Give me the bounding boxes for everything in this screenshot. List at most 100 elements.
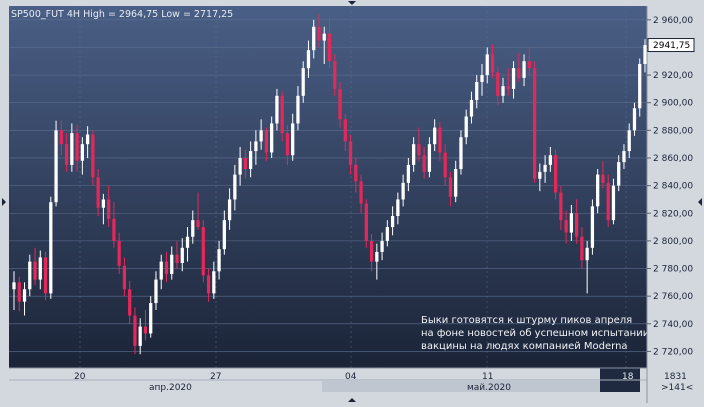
candle-body-up bbox=[38, 257, 42, 280]
candle-body-down bbox=[559, 192, 563, 221]
candle bbox=[96, 169, 100, 217]
candle bbox=[627, 123, 631, 158]
annotation-line-1: Быки готовятся к штурму пиков апреля bbox=[421, 315, 632, 326]
candle bbox=[138, 318, 142, 355]
candle bbox=[233, 164, 237, 211]
candle bbox=[248, 141, 253, 178]
candle bbox=[49, 196, 53, 299]
candle-body-up bbox=[312, 26, 316, 51]
candle-body-up bbox=[617, 162, 621, 186]
candle bbox=[175, 240, 179, 269]
candle bbox=[401, 174, 405, 207]
candle bbox=[275, 88, 279, 131]
candle-body-up bbox=[180, 247, 184, 263]
candle-body-up bbox=[101, 199, 106, 208]
candle-body-down bbox=[343, 119, 347, 142]
candle-body-up bbox=[611, 185, 616, 221]
candle-body-down bbox=[438, 127, 442, 153]
candle-body-down bbox=[133, 315, 137, 346]
candle bbox=[375, 243, 379, 280]
candle-body-up bbox=[259, 130, 263, 142]
candle bbox=[606, 174, 610, 228]
candle bbox=[564, 210, 568, 244]
candle-body-up bbox=[627, 130, 631, 152]
annotation: Быки готовятся к штурму пиков апреля на … bbox=[421, 315, 649, 352]
candle bbox=[122, 257, 127, 297]
month-label-may: май.2020 bbox=[467, 383, 511, 393]
candle-body-up bbox=[412, 144, 416, 165]
candle-body-up bbox=[375, 251, 379, 262]
y-tick-label: 2 840,00 bbox=[653, 182, 693, 192]
candle bbox=[243, 149, 247, 179]
candle bbox=[159, 254, 163, 290]
y-tick-label: 2 740,00 bbox=[653, 320, 693, 330]
chart-title: SP500_FUT 4H High = 2964,75 Low = 2717,2… bbox=[11, 9, 233, 20]
candle bbox=[443, 144, 447, 186]
candle-body-down bbox=[369, 240, 374, 262]
candle bbox=[538, 163, 542, 192]
candle bbox=[385, 220, 389, 247]
candle bbox=[80, 137, 84, 175]
candle-body-down bbox=[75, 133, 79, 161]
candle bbox=[622, 144, 626, 170]
candle bbox=[133, 307, 137, 355]
grid-lines bbox=[9, 6, 647, 368]
candles bbox=[12, 14, 647, 355]
candle-body-down bbox=[91, 134, 95, 178]
candle-body-down bbox=[33, 261, 37, 280]
candle-body-down bbox=[333, 61, 337, 89]
candle bbox=[569, 204, 574, 241]
candle-body-down bbox=[201, 227, 205, 276]
candle-body-up bbox=[385, 227, 389, 241]
candle bbox=[238, 146, 242, 186]
candle bbox=[438, 122, 442, 161]
candle bbox=[75, 124, 79, 172]
candle bbox=[38, 250, 42, 290]
candle-body-up bbox=[80, 144, 84, 161]
candle bbox=[396, 192, 400, 225]
candle-body-down bbox=[417, 144, 421, 156]
candle bbox=[264, 127, 269, 161]
left-arrow-icon[interactable] bbox=[2, 198, 6, 206]
candle-body-down bbox=[59, 130, 63, 145]
candle bbox=[406, 157, 411, 192]
candle-body-up bbox=[222, 220, 226, 250]
candle bbox=[596, 169, 600, 214]
candle-body-down bbox=[317, 26, 321, 41]
bottom-arrow-icon[interactable] bbox=[348, 398, 356, 402]
candle bbox=[85, 126, 90, 158]
candle-body-up bbox=[49, 202, 53, 294]
candle bbox=[511, 61, 516, 99]
candle bbox=[448, 171, 453, 207]
candle bbox=[380, 232, 384, 261]
candle bbox=[475, 75, 479, 109]
candle-body-up bbox=[159, 261, 163, 280]
candle-body-up bbox=[270, 123, 274, 153]
scrollbar-thumb[interactable] bbox=[322, 381, 640, 392]
candle-body-up bbox=[212, 271, 216, 294]
candle-body-down bbox=[122, 265, 127, 290]
candle-body-up bbox=[585, 247, 589, 261]
candle-body-down bbox=[96, 177, 100, 208]
candle bbox=[306, 40, 311, 78]
candle-body-up bbox=[459, 137, 463, 170]
top-arrow-icon[interactable] bbox=[348, 1, 356, 5]
candle bbox=[317, 14, 321, 48]
candle-body-down bbox=[338, 88, 342, 120]
candle-body-down bbox=[564, 220, 568, 233]
candle bbox=[333, 54, 337, 96]
right-arrow-icon[interactable] bbox=[698, 198, 702, 206]
candle bbox=[469, 91, 474, 124]
candle bbox=[43, 251, 48, 301]
candle-body-up bbox=[12, 282, 16, 290]
candle-body-down bbox=[164, 261, 169, 275]
candle bbox=[359, 174, 363, 214]
candle bbox=[643, 39, 647, 73]
candle bbox=[506, 68, 510, 96]
candle bbox=[222, 210, 226, 255]
y-tick-label: 2 880,00 bbox=[653, 126, 693, 136]
candle-body-down bbox=[448, 177, 453, 197]
candle-body-up bbox=[396, 199, 400, 217]
candle-body-up bbox=[543, 164, 547, 172]
